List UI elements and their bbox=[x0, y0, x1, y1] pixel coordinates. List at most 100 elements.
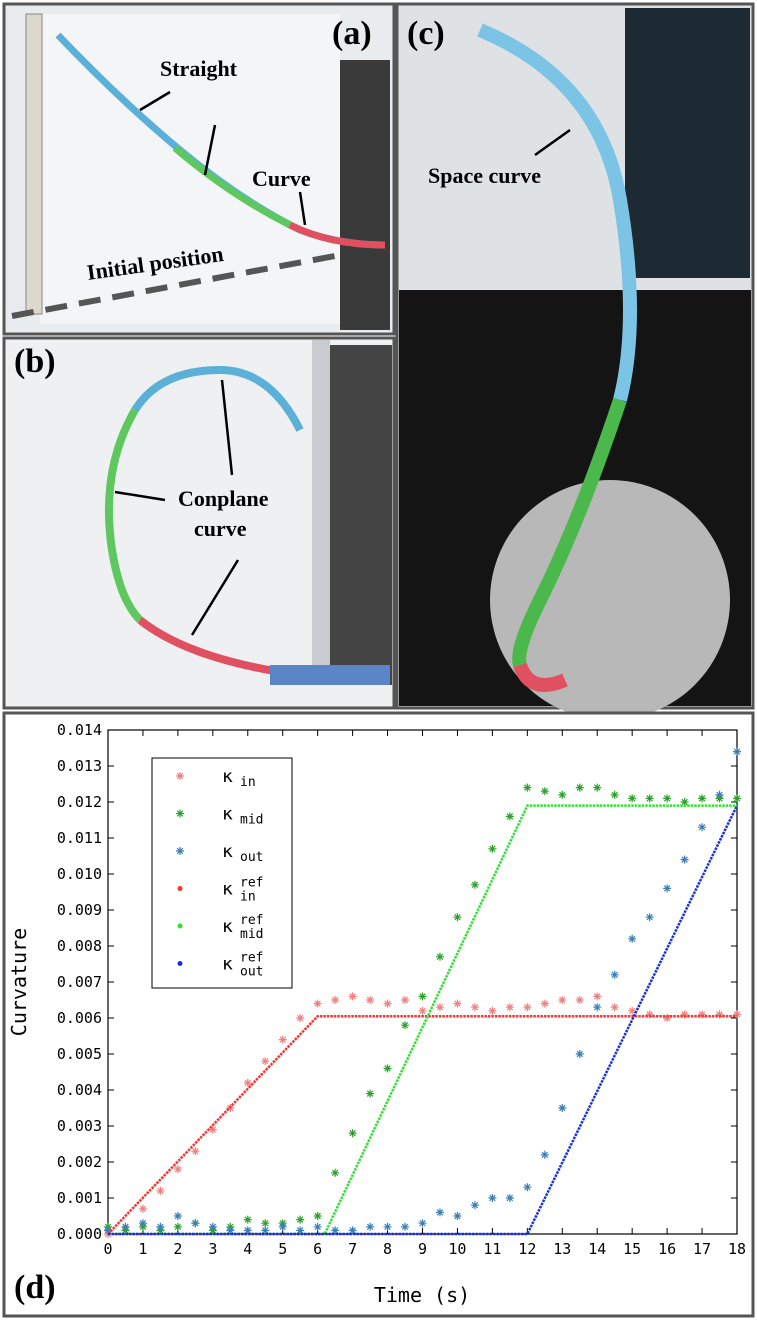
legend-marker bbox=[177, 961, 183, 966]
legend-subscript: out bbox=[240, 965, 263, 980]
legend-subscript: in bbox=[240, 775, 256, 790]
data-point bbox=[261, 1226, 270, 1235]
y-tick-label: 0.001 bbox=[57, 1189, 102, 1207]
arrow bbox=[534, 128, 571, 157]
x-tick-label: 8 bbox=[383, 1240, 392, 1258]
data-point bbox=[488, 844, 497, 853]
data-point bbox=[558, 1104, 567, 1112]
data-point bbox=[296, 1215, 305, 1224]
legend-subscript: mid bbox=[240, 813, 263, 828]
arrow bbox=[203, 124, 217, 176]
y-tick-label: 0.012 bbox=[57, 793, 102, 811]
data-point bbox=[173, 1212, 182, 1220]
data-point bbox=[243, 1078, 252, 1087]
legend-superscript: ref bbox=[240, 951, 263, 966]
panel-label: (d) bbox=[14, 1269, 56, 1306]
x-tick-label: 14 bbox=[588, 1240, 606, 1258]
photo-b: (b) Conplane curve bbox=[2, 336, 396, 710]
legend-label: κ bbox=[222, 766, 233, 787]
x-tick-label: 7 bbox=[348, 1240, 357, 1258]
data-point bbox=[453, 1212, 462, 1220]
data-point bbox=[243, 1215, 252, 1224]
data-point bbox=[488, 1194, 497, 1202]
arrow bbox=[114, 490, 166, 502]
data-point bbox=[610, 790, 619, 799]
x-tick-label: 16 bbox=[658, 1240, 676, 1258]
data-point bbox=[715, 790, 724, 799]
monitor bbox=[625, 8, 750, 278]
ruler bbox=[25, 13, 43, 315]
y-tick-label: 0.005 bbox=[57, 1045, 102, 1063]
data-point bbox=[523, 1183, 532, 1192]
ref-line bbox=[107, 1014, 737, 1235]
x-tick-label: 18 bbox=[728, 1240, 746, 1258]
initial-line bbox=[11, 253, 336, 319]
data-point bbox=[733, 1010, 741, 1019]
data-point bbox=[173, 1165, 182, 1174]
robot-top bbox=[477, 23, 637, 402]
legend-subscript: mid bbox=[240, 927, 263, 942]
y-tick-label: 0.008 bbox=[57, 937, 102, 955]
annotation: Straight bbox=[160, 56, 238, 81]
data-point bbox=[733, 794, 741, 803]
data-point bbox=[138, 1204, 147, 1213]
y-tick-label: 0.013 bbox=[57, 757, 102, 775]
x-tick-label: 17 bbox=[693, 1240, 711, 1258]
data-point bbox=[523, 783, 532, 792]
photo-a: (a) Straight Curve Initial position bbox=[2, 2, 396, 336]
data-point bbox=[628, 934, 637, 943]
data-point bbox=[575, 783, 584, 792]
x-tick-label: 6 bbox=[313, 1240, 322, 1258]
x-tick-label: 11 bbox=[483, 1240, 501, 1258]
legend-label: κ bbox=[222, 879, 233, 900]
data-point bbox=[715, 1010, 724, 1019]
y-tick-label: 0.003 bbox=[57, 1117, 102, 1135]
data-point bbox=[348, 992, 357, 1001]
ref-line bbox=[108, 805, 739, 1236]
x-tick-label: 0 bbox=[103, 1240, 112, 1258]
data-point bbox=[418, 1006, 427, 1015]
data-point bbox=[331, 1168, 340, 1177]
data-point bbox=[208, 1222, 217, 1231]
x-tick-label: 4 bbox=[243, 1240, 252, 1258]
data-point bbox=[645, 913, 654, 922]
data-point bbox=[156, 1222, 165, 1231]
data-point bbox=[698, 794, 707, 803]
data-point bbox=[191, 1219, 200, 1228]
data-point bbox=[383, 999, 392, 1008]
data-point bbox=[156, 1186, 165, 1195]
data-point bbox=[366, 1222, 375, 1231]
x-tick-label: 1 bbox=[138, 1240, 147, 1258]
data-point bbox=[610, 970, 619, 979]
data-point bbox=[366, 996, 375, 1004]
data-point bbox=[505, 812, 514, 821]
data-point bbox=[138, 1219, 147, 1228]
robot-mid bbox=[104, 407, 143, 623]
data-point bbox=[453, 913, 462, 922]
legend-marker bbox=[177, 886, 183, 891]
data-point bbox=[663, 884, 672, 893]
data-point bbox=[610, 1003, 619, 1012]
legend-marker bbox=[176, 772, 184, 780]
data-point bbox=[593, 783, 602, 792]
data-point bbox=[645, 1010, 654, 1019]
data-point bbox=[435, 1003, 444, 1012]
legend-label: κ bbox=[222, 804, 233, 825]
y-tick-label: 0.007 bbox=[57, 973, 102, 991]
x-tick-label: 10 bbox=[448, 1240, 466, 1258]
robot-curve bbox=[288, 221, 386, 249]
y-tick-label: 0.000 bbox=[57, 1225, 102, 1243]
legend-subscript: out bbox=[240, 850, 263, 865]
data-point bbox=[401, 996, 410, 1004]
y-axis-label: Curvature bbox=[7, 928, 31, 1036]
data-point bbox=[733, 747, 741, 756]
data-point bbox=[680, 855, 689, 864]
y-tick-label: 0.009 bbox=[57, 901, 102, 919]
robot-curve bbox=[513, 662, 568, 692]
data-point bbox=[226, 1226, 235, 1235]
data-point bbox=[296, 1014, 305, 1022]
y-tick-label: 0.010 bbox=[57, 865, 102, 883]
data-point bbox=[383, 1222, 392, 1231]
legend-marker bbox=[176, 847, 184, 855]
